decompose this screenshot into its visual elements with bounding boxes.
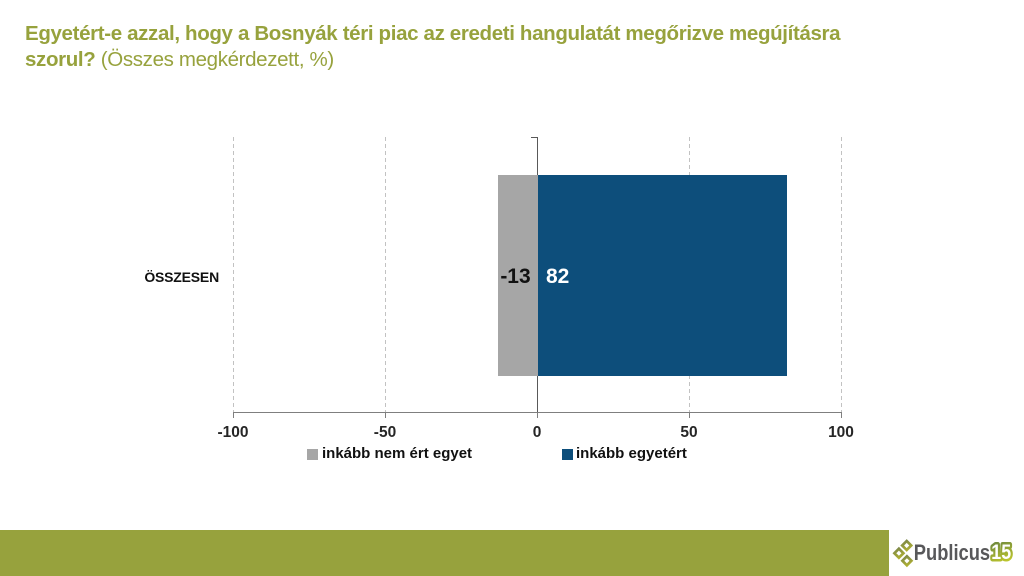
svg-text:Publicus: Publicus bbox=[914, 542, 990, 566]
svg-text:15: 15 bbox=[991, 540, 1011, 564]
